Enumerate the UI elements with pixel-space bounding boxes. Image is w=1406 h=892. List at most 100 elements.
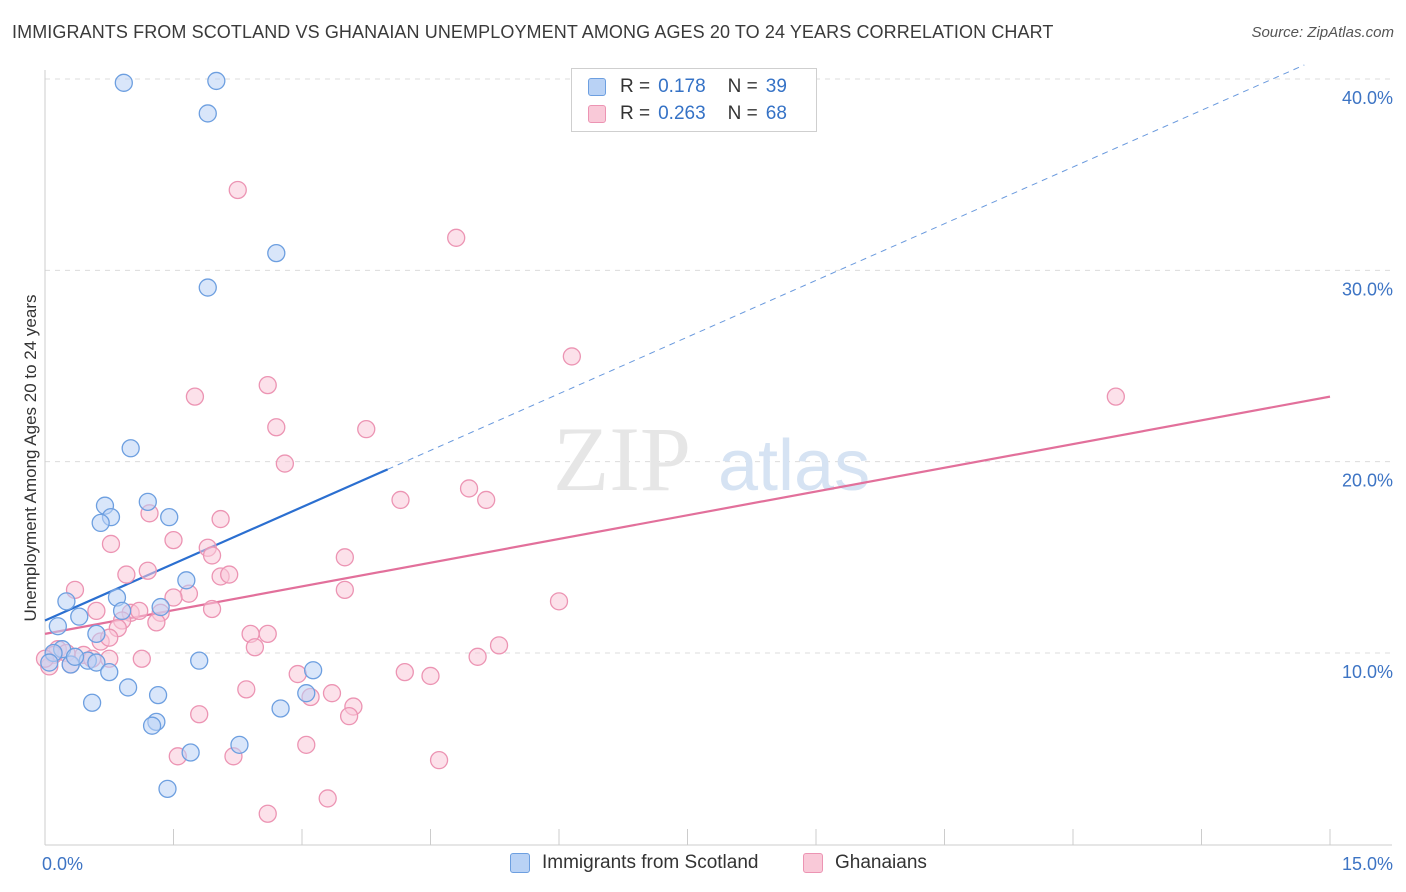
series-legend: Immigrants from Scotland Ghanaians	[0, 852, 1406, 876]
legend-n-value-scotland: 39	[765, 76, 787, 97]
point-ghanaians	[267, 418, 286, 437]
legend-row-scotland: R = 0.178 N = 39	[588, 75, 787, 99]
point-ghanaians	[132, 649, 151, 668]
point-scotland	[70, 607, 89, 626]
point-ghanaians	[322, 684, 342, 703]
point-ghanaians	[245, 638, 265, 657]
point-ghanaians	[335, 548, 354, 567]
point-scotland	[158, 779, 177, 798]
point-ghanaians	[164, 530, 183, 550]
trendline-scotland-extension	[387, 64, 1305, 470]
point-ghanaians	[288, 664, 307, 684]
legend-r-value-scotland: 0.178	[658, 76, 706, 97]
trend-lines	[44, 64, 1331, 635]
point-ghanaians	[258, 624, 277, 644]
point-scotland	[198, 278, 217, 297]
point-scotland	[198, 104, 217, 123]
point-scotland	[190, 651, 209, 670]
point-ghanaians	[447, 228, 466, 247]
point-ghanaians	[185, 387, 205, 406]
point-ghanaians	[138, 561, 157, 580]
tick-labels: 10.0% 20.0% 30.0% 40.0% 0.0% 15.0%	[42, 88, 1393, 874]
point-scotland	[151, 597, 170, 617]
watermark-zip: ZIP	[553, 408, 691, 510]
point-ghanaians	[101, 534, 121, 554]
point-ghanaians	[318, 789, 337, 808]
legend-n-label: N =	[727, 103, 758, 124]
point-scotland	[138, 492, 157, 511]
point-scotland	[65, 647, 85, 666]
point-ghanaians	[147, 613, 166, 632]
point-ghanaians	[549, 592, 569, 611]
point-scotland	[48, 617, 67, 636]
point-ghanaians	[202, 546, 222, 565]
x-tick-label: 15.0%	[1342, 854, 1393, 874]
legend-r-label: R =	[620, 76, 651, 97]
y-tick-label: 20.0%	[1342, 471, 1393, 491]
legend-r-label: R =	[620, 103, 651, 124]
legend-swatch-ghanaians	[803, 853, 823, 873]
point-scotland	[303, 661, 323, 680]
legend-swatch-scotland	[588, 78, 606, 96]
axes	[44, 70, 1392, 846]
point-ghanaians	[357, 419, 376, 439]
point-ghanaians	[220, 565, 239, 584]
legend-item-ghanaians[interactable]: Ghanaians	[803, 852, 927, 874]
point-ghanaians	[237, 680, 256, 699]
point-scotland	[177, 571, 196, 590]
point-ghanaians	[297, 735, 316, 754]
legend-n-label: N =	[727, 76, 758, 97]
point-ghanaians	[395, 662, 414, 682]
y-axis-label: Unemployment Among Ages 20 to 24 years	[21, 295, 40, 622]
point-ghanaians	[459, 479, 479, 498]
point-scotland	[160, 508, 179, 527]
point-scotland	[91, 513, 110, 533]
point-scotland	[112, 601, 132, 621]
point-ghanaians	[468, 647, 487, 666]
point-scotland	[148, 685, 168, 705]
point-ghanaians	[117, 565, 136, 584]
point-scotland	[230, 735, 249, 754]
y-tick-label: 40.0%	[1342, 88, 1393, 108]
point-ghanaians	[190, 705, 209, 724]
chart-title: IMMIGRANTS FROM SCOTLAND VS GHANAIAN UNE…	[12, 22, 1054, 42]
point-scotland	[100, 662, 119, 682]
correlation-legend: R = 0.178 N = 39 R = 0.263 N = 68	[571, 68, 817, 132]
point-scotland	[142, 716, 162, 735]
point-ghanaians	[477, 490, 496, 510]
point-ghanaians	[429, 750, 449, 770]
y-tick-label: 10.0%	[1342, 662, 1393, 682]
point-ghanaians	[489, 636, 509, 655]
point-scotland	[121, 439, 140, 458]
legend-r-value-ghanaians: 0.263	[658, 103, 706, 124]
point-ghanaians	[258, 375, 277, 395]
legend-item-scotland[interactable]: Immigrants from Scotland	[510, 852, 758, 874]
point-ghanaians	[1106, 387, 1125, 406]
point-scotland	[297, 684, 316, 703]
point-scotland	[57, 592, 76, 611]
point-ghanaians	[275, 454, 295, 473]
point-ghanaians	[211, 509, 230, 529]
point-ghanaians	[562, 347, 581, 366]
point-ghanaians	[421, 666, 440, 686]
point-ghanaians	[164, 588, 183, 607]
gridlines	[45, 78, 1392, 654]
point-ghanaians	[258, 804, 277, 823]
point-ghanaians	[202, 599, 222, 619]
legend-swatch-ghanaians	[588, 105, 606, 123]
point-scotland	[82, 693, 102, 712]
trendline-ghanaians	[44, 395, 1331, 635]
point-ghanaians	[130, 601, 149, 621]
legend-n-value-ghanaians: 68	[765, 103, 787, 124]
point-scotland	[207, 71, 226, 91]
source-label: Source: ZipAtlas.com	[1251, 24, 1394, 41]
point-scotland	[118, 678, 138, 697]
data-points	[35, 71, 1125, 823]
legend-label-ghanaians: Ghanaians	[835, 852, 927, 873]
point-ghanaians	[228, 180, 247, 200]
x-tick-label: 0.0%	[42, 854, 83, 874]
point-scotland	[271, 699, 290, 718]
point-scotland	[114, 73, 133, 92]
legend-swatch-scotland	[510, 853, 530, 873]
